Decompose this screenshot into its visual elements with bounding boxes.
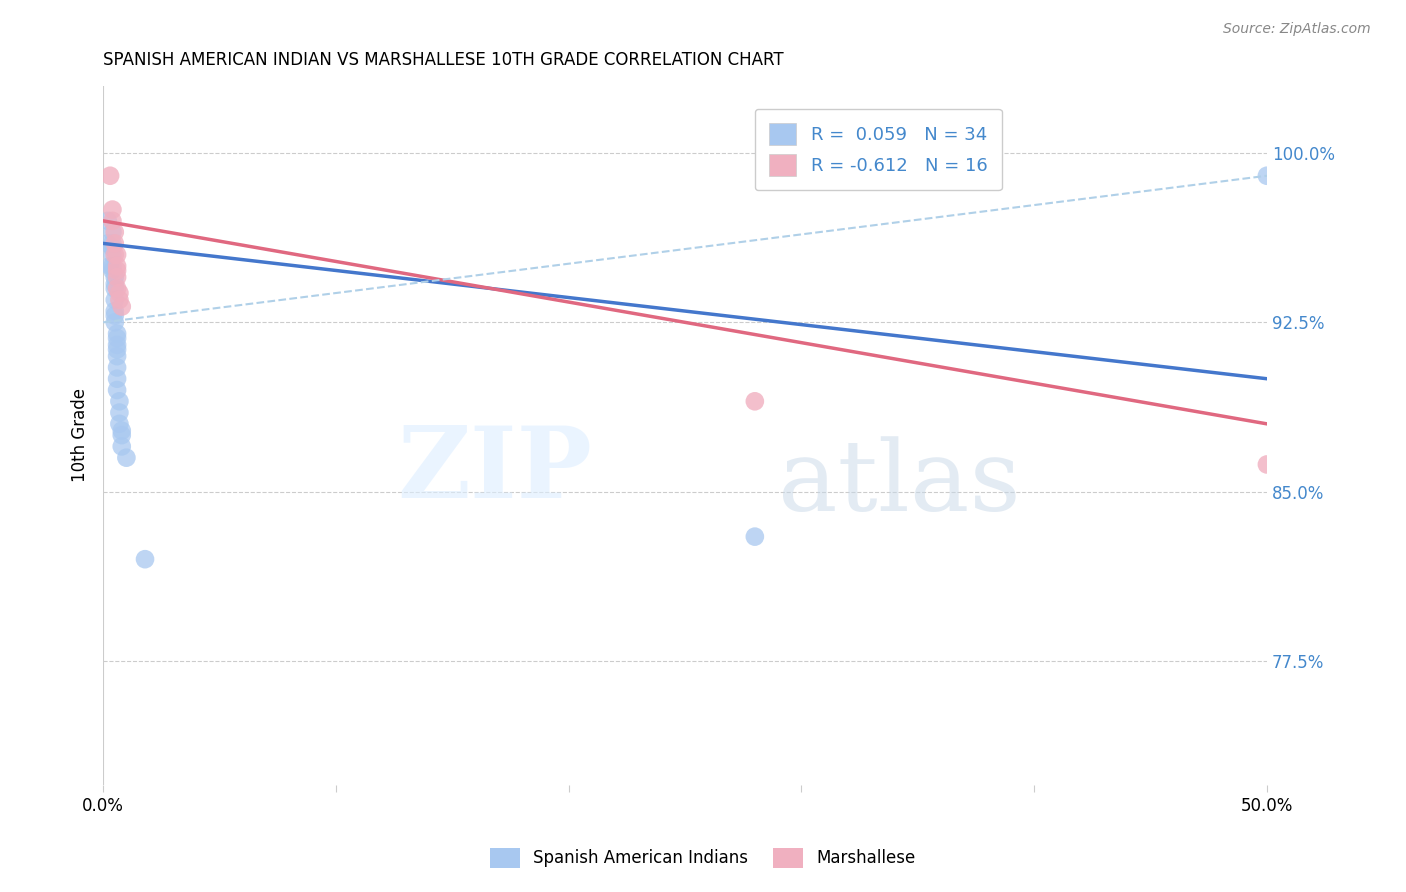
- Point: [104, 225, 127, 239]
- Point: [97, 214, 120, 228]
- Point: [105, 343, 128, 357]
- Point: [101, 202, 124, 217]
- Point: [105, 331, 128, 345]
- Point: [105, 326, 128, 341]
- Point: [104, 315, 127, 329]
- Point: [105, 383, 128, 397]
- Point: [101, 225, 124, 239]
- Y-axis label: 10th Grade: 10th Grade: [72, 388, 89, 483]
- Point: [111, 300, 134, 314]
- Point: [105, 248, 128, 262]
- Point: [115, 450, 138, 465]
- Point: [111, 439, 134, 453]
- Point: [104, 293, 127, 307]
- Point: [105, 263, 128, 277]
- Point: [98, 169, 121, 183]
- Point: [104, 309, 127, 323]
- Point: [105, 281, 128, 295]
- Text: ZIP: ZIP: [396, 422, 592, 518]
- Point: [108, 286, 131, 301]
- Point: [104, 277, 127, 291]
- Point: [101, 236, 124, 251]
- Point: [1256, 169, 1278, 183]
- Point: [104, 281, 127, 295]
- Point: [101, 248, 124, 262]
- Point: [111, 424, 134, 438]
- Point: [101, 263, 124, 277]
- Point: [108, 417, 131, 431]
- Text: SPANISH AMERICAN INDIAN VS MARSHALLESE 10TH GRADE CORRELATION CHART: SPANISH AMERICAN INDIAN VS MARSHALLESE 1…: [103, 51, 783, 69]
- Point: [108, 406, 131, 420]
- Point: [111, 428, 134, 442]
- Point: [104, 236, 127, 251]
- Point: [104, 248, 127, 262]
- Point: [134, 552, 156, 566]
- Point: [105, 349, 128, 363]
- Text: atlas: atlas: [778, 436, 1021, 532]
- Legend: Spanish American Indians, Marshallese: Spanish American Indians, Marshallese: [484, 841, 922, 875]
- Point: [98, 259, 121, 273]
- Point: [108, 293, 131, 307]
- Point: [104, 304, 127, 318]
- Point: [105, 338, 128, 352]
- Point: [1256, 458, 1278, 472]
- Point: [744, 530, 766, 544]
- Point: [744, 394, 766, 409]
- Point: [105, 259, 128, 273]
- Point: [104, 270, 127, 285]
- Point: [101, 214, 124, 228]
- Point: [108, 394, 131, 409]
- Point: [97, 236, 120, 251]
- Point: [105, 360, 128, 375]
- Point: [101, 241, 124, 255]
- Point: [105, 372, 128, 386]
- Legend: R =  0.059   N = 34, R = -0.612   N = 16: R = 0.059 N = 34, R = -0.612 N = 16: [755, 109, 1002, 191]
- Point: [105, 270, 128, 285]
- Text: Source: ZipAtlas.com: Source: ZipAtlas.com: [1223, 22, 1371, 37]
- Point: [101, 259, 124, 273]
